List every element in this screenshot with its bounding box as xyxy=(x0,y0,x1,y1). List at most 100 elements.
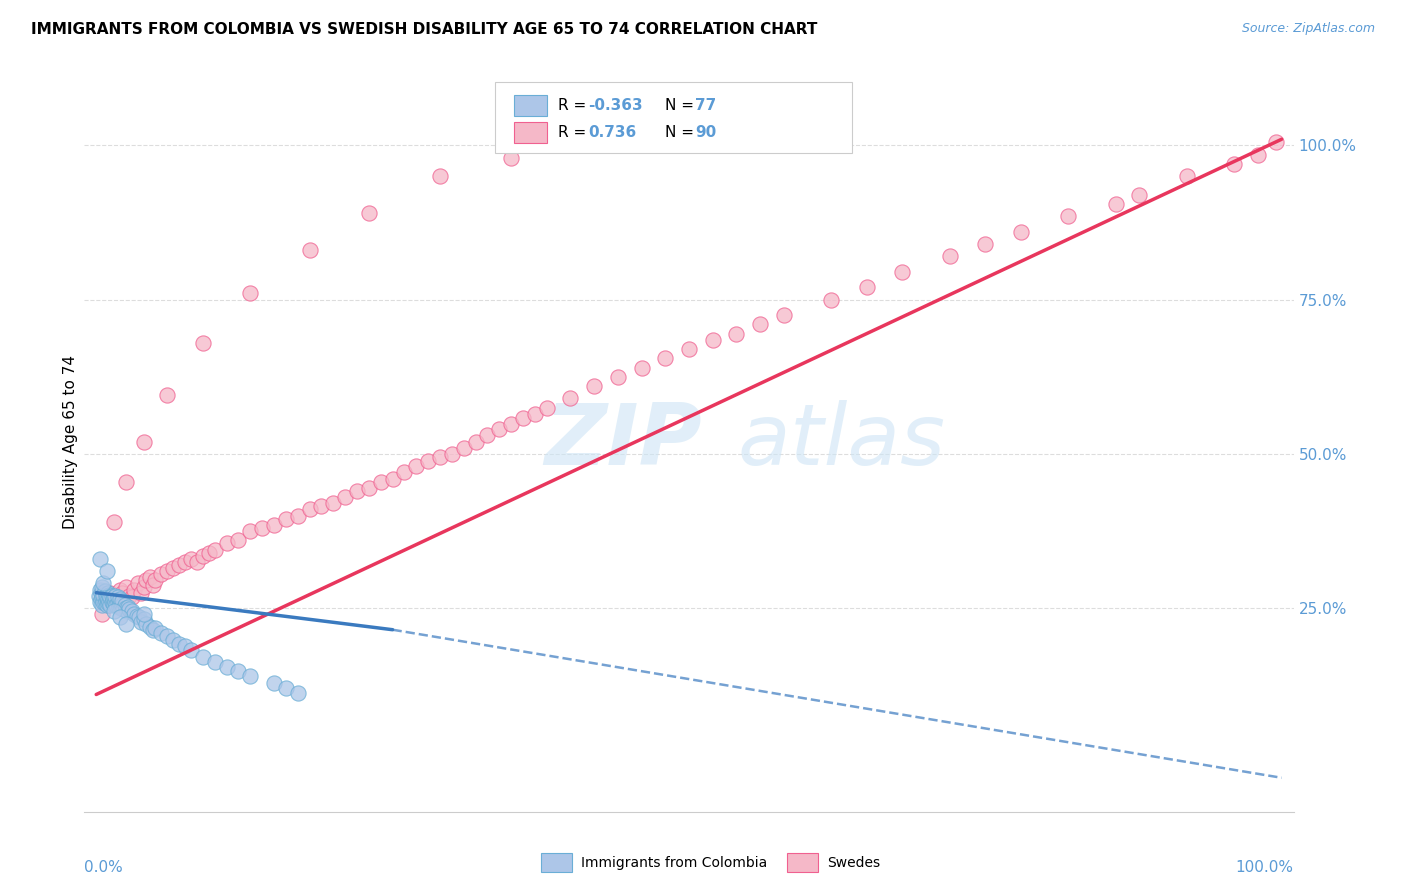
Point xyxy=(239,524,262,538)
Point xyxy=(274,681,297,696)
Point xyxy=(115,475,138,489)
Text: Source: ZipAtlas.com: Source: ZipAtlas.com xyxy=(1241,22,1375,36)
Point xyxy=(357,206,380,220)
Point xyxy=(97,585,120,599)
Point xyxy=(239,669,262,683)
Point xyxy=(606,369,628,384)
Point xyxy=(129,615,152,629)
Point xyxy=(96,564,118,578)
Text: 90: 90 xyxy=(695,125,716,140)
Point xyxy=(191,549,214,563)
Point xyxy=(98,595,121,609)
Point xyxy=(536,401,558,415)
Point xyxy=(103,598,125,612)
Point xyxy=(108,596,131,610)
Point xyxy=(96,590,118,604)
Point xyxy=(501,151,523,165)
Point xyxy=(488,422,510,436)
Point xyxy=(111,593,134,607)
Text: IMMIGRANTS FROM COLOMBIA VS SWEDISH DISABILITY AGE 65 TO 74 CORRELATION CHART: IMMIGRANTS FROM COLOMBIA VS SWEDISH DISA… xyxy=(31,22,817,37)
Point xyxy=(135,616,157,631)
Point xyxy=(381,471,404,485)
Point xyxy=(891,265,914,279)
Point xyxy=(560,392,582,406)
Point xyxy=(1105,197,1128,211)
Point xyxy=(654,351,676,366)
Point xyxy=(429,450,451,464)
Point xyxy=(128,610,150,624)
Point xyxy=(108,610,131,624)
Bar xyxy=(513,122,547,144)
Text: Immigrants from Colombia: Immigrants from Colombia xyxy=(581,855,766,870)
Point xyxy=(89,582,111,597)
Point xyxy=(855,280,877,294)
Point xyxy=(274,511,297,525)
Text: atlas: atlas xyxy=(737,400,945,483)
Point xyxy=(1010,225,1032,239)
Point xyxy=(1128,187,1150,202)
Point xyxy=(90,585,112,599)
Point xyxy=(749,318,772,332)
Point xyxy=(974,237,997,252)
Point xyxy=(115,616,138,631)
Point xyxy=(111,585,134,599)
Point xyxy=(100,595,122,609)
Point xyxy=(114,598,136,612)
Text: ZIP: ZIP xyxy=(544,400,702,483)
Point xyxy=(93,596,115,610)
Point xyxy=(101,591,124,606)
Point xyxy=(100,590,122,604)
Point xyxy=(145,574,167,588)
Point xyxy=(121,604,143,618)
Point xyxy=(523,407,546,421)
Point xyxy=(117,599,139,614)
Point xyxy=(263,517,285,532)
Point xyxy=(91,607,114,622)
Point xyxy=(94,591,117,606)
Point xyxy=(142,577,165,591)
Point xyxy=(1175,169,1198,184)
Point xyxy=(142,623,165,637)
Point xyxy=(91,588,114,602)
Point xyxy=(1264,136,1286,150)
Point xyxy=(138,619,160,633)
Point xyxy=(228,533,250,548)
Point xyxy=(96,598,118,612)
Point xyxy=(107,599,129,614)
Point xyxy=(145,621,167,635)
Point xyxy=(108,591,131,606)
Point xyxy=(440,447,463,461)
Point xyxy=(138,570,160,584)
Point xyxy=(89,595,111,609)
Point xyxy=(132,612,155,626)
Point xyxy=(94,593,117,607)
Text: Swedes: Swedes xyxy=(827,855,880,870)
Point xyxy=(127,576,149,591)
Point xyxy=(150,567,173,582)
Point xyxy=(91,576,114,591)
Point xyxy=(103,590,125,604)
Point xyxy=(287,508,309,523)
Point xyxy=(174,640,197,654)
Point xyxy=(98,588,121,602)
Point xyxy=(125,608,148,623)
Point xyxy=(298,502,321,516)
Point xyxy=(678,342,700,356)
Point xyxy=(405,459,427,474)
Point xyxy=(115,580,138,594)
Point xyxy=(1223,157,1246,171)
Point xyxy=(132,434,155,449)
Point xyxy=(115,601,138,615)
Bar xyxy=(513,95,547,116)
Point xyxy=(111,598,134,612)
Point xyxy=(103,591,125,606)
Point xyxy=(108,582,131,597)
Point xyxy=(204,542,226,557)
Point xyxy=(198,546,221,560)
Point xyxy=(89,551,111,566)
Text: N =: N = xyxy=(665,98,699,113)
Point xyxy=(104,589,127,603)
Point xyxy=(1057,210,1080,224)
Point xyxy=(418,454,440,468)
Point xyxy=(938,250,960,264)
